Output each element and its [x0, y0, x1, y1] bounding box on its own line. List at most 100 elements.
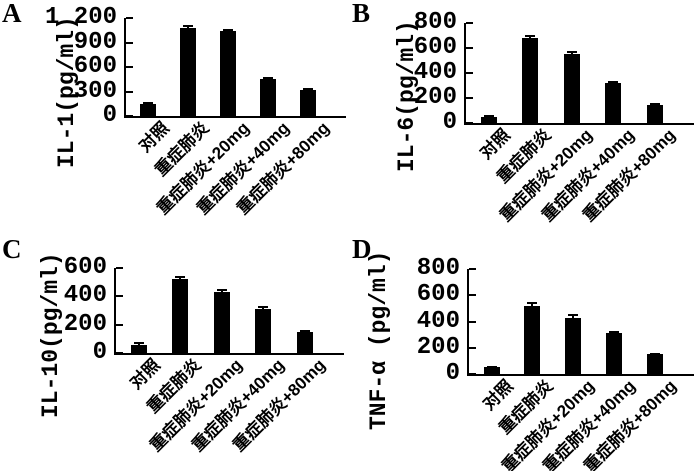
bar — [300, 90, 316, 116]
error-cap-top — [527, 302, 538, 305]
error-cap-top — [608, 81, 619, 83]
error-bar — [531, 303, 534, 309]
y-tick — [469, 373, 476, 375]
error-bar — [262, 307, 265, 311]
plot-area: 0 200 400 600 对照 重症肺炎 重症肺炎+20mg 重症肺炎+40mg 重症肺炎+8… — [64, 256, 344, 455]
y-tick — [126, 17, 133, 19]
bar — [646, 104, 663, 123]
error-bar — [220, 289, 223, 295]
bar — [296, 331, 313, 353]
error-cap-top — [568, 313, 579, 316]
y-tick-label: 0 — [445, 360, 460, 387]
y-axis-label: TNF-α (pg/ml) — [366, 250, 392, 430]
bar — [524, 305, 541, 374]
y-tick-label: 400 — [416, 307, 460, 335]
error-cap-top — [650, 352, 661, 355]
y-tick-label: 600 — [63, 254, 107, 281]
y-tick — [466, 22, 473, 24]
error-cap-top — [566, 51, 577, 54]
y-tick-label: 1 200 — [44, 4, 117, 31]
error-cap-top — [303, 88, 313, 91]
error-bar — [187, 26, 189, 30]
error-cap-top — [143, 101, 153, 104]
y-tick — [126, 115, 133, 117]
y-tick — [469, 320, 476, 323]
bar — [180, 27, 196, 116]
error-cap-top — [183, 25, 193, 28]
y-tick-label: 600 — [73, 53, 117, 80]
error-cap-top — [486, 365, 497, 368]
error-cap-top — [263, 77, 273, 80]
error-cap-top — [258, 306, 269, 309]
y-tick — [126, 66, 133, 68]
y-tick-label: 200 — [63, 310, 107, 338]
y-tick-label: 0 — [442, 109, 457, 136]
y-tick — [466, 122, 473, 124]
bar — [172, 279, 189, 353]
error-cap-top — [299, 330, 310, 333]
y-tick-label: 200 — [413, 84, 457, 111]
plot-area: 0 200 400 600 800 对照 重症肺炎 重症肺炎+20mg 重症肺炎+40mg 重症肺… — [417, 257, 694, 471]
error-cap-top — [216, 288, 227, 291]
error-cap-top — [223, 28, 233, 31]
y-tick — [469, 346, 476, 349]
y-tick-label: 200 — [416, 333, 460, 361]
y-tick — [466, 72, 473, 74]
bar — [565, 317, 582, 374]
bar — [606, 332, 623, 374]
bar — [140, 103, 156, 116]
y-tick — [466, 47, 473, 49]
bar — [647, 354, 664, 374]
y-tick — [116, 323, 123, 326]
y-tick — [116, 267, 123, 269]
y-tick-label: 600 — [413, 34, 457, 61]
y-tick — [469, 268, 476, 270]
y-tick — [126, 90, 133, 93]
error-bar — [227, 29, 229, 33]
y-tick-label: 400 — [63, 282, 107, 310]
plot-area: 0 300 600 900 1 200 对照 重症肺炎 重症肺炎+20mg 重症肺炎+40mg 重… — [45, 6, 346, 218]
y-tick-label: 400 — [413, 59, 457, 86]
y-tick-label: 900 — [73, 28, 117, 56]
error-cap-top — [483, 115, 494, 118]
bar — [605, 83, 622, 123]
bar — [220, 31, 236, 116]
panel-b: B IL-6(pg/ml) 0 200 400 600 800 对照 重症肺炎 重症肺炎+20… — [350, 0, 700, 235]
y-tick-label: 800 — [413, 9, 457, 36]
error-cap-top — [649, 103, 660, 106]
bar — [483, 367, 500, 374]
y-tick-label: 0 — [92, 339, 107, 366]
error-bar — [613, 331, 616, 334]
error-bar — [137, 343, 140, 346]
panel-letter: A — [2, 0, 22, 28]
panel-d: D TNF-α (pg/ml) 0 200 400 600 800 对照 重症肺炎 重症肺炎+… — [350, 236, 700, 471]
bar — [522, 38, 539, 123]
bar — [260, 79, 276, 116]
bar — [255, 309, 272, 353]
y-tick-label: 0 — [102, 102, 117, 129]
panel-letter: B — [352, 0, 371, 28]
y-tick — [116, 352, 123, 354]
y-tick-label: 800 — [416, 255, 460, 282]
error-bar — [179, 277, 182, 282]
y-tick-label: 300 — [73, 77, 117, 105]
y-tick — [469, 294, 476, 297]
bar — [130, 344, 147, 353]
y-tick-label: 600 — [416, 281, 460, 309]
bar — [480, 117, 497, 123]
bar — [563, 53, 580, 123]
y-tick — [116, 295, 123, 298]
bar — [213, 292, 230, 353]
panel-a: A IL-1(pg/ml) 0 300 600 900 1 200 对照 重症肺炎 重症肺炎+… — [0, 0, 350, 235]
y-tick — [466, 97, 473, 99]
error-cap-top — [525, 34, 536, 37]
error-cap-top — [175, 276, 186, 279]
y-axis-label: IL-10(pg/ml) — [38, 252, 64, 418]
panel-letter: D — [352, 234, 372, 264]
panel-c: C IL-10(pg/ml) 0 200 400 600 对照 重症肺炎 重症肺炎+20mg… — [0, 236, 350, 471]
y-tick — [126, 41, 133, 44]
error-cap-top — [133, 342, 144, 345]
panel-letter: C — [2, 234, 22, 264]
plot-area: 0 200 400 600 800 对照 重症肺炎 重症肺炎+20mg 重症肺炎+40mg 重症肺… — [414, 11, 694, 225]
